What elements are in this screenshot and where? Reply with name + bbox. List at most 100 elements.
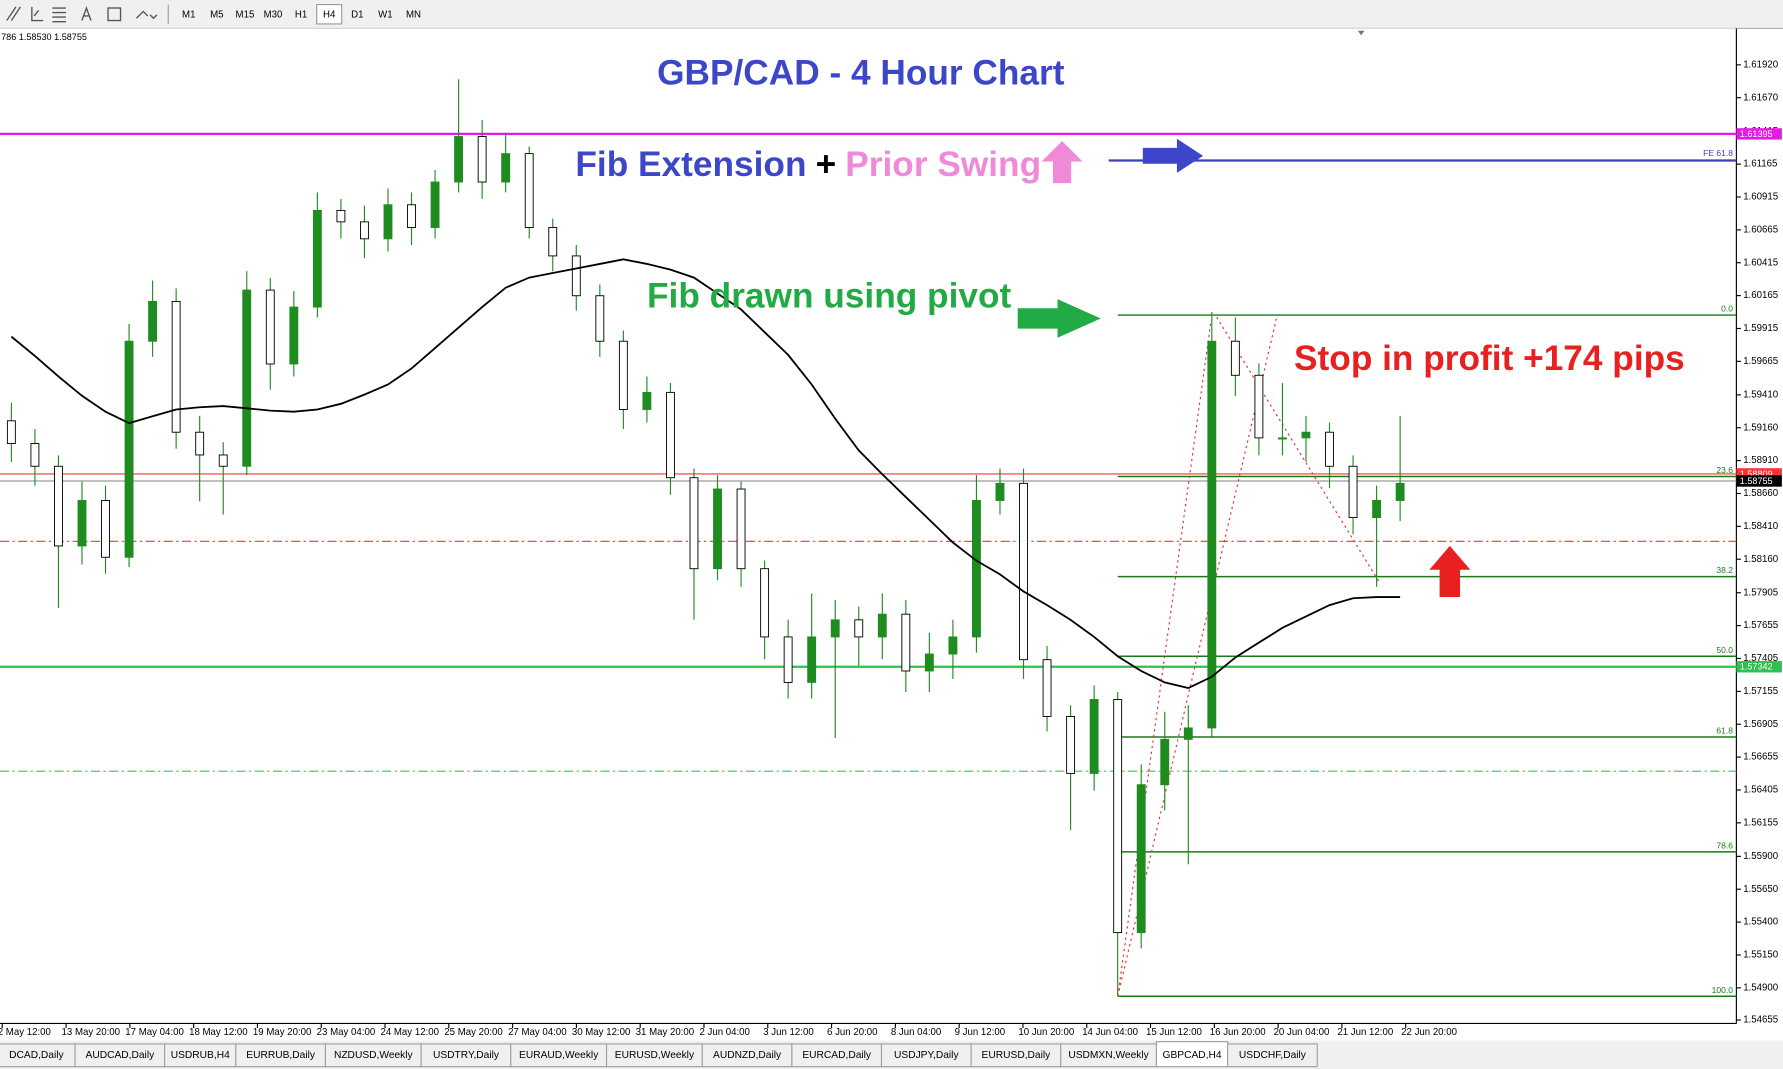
- y-tick-label: 1.58410: [1743, 521, 1778, 532]
- candle-body: [360, 221, 369, 240]
- tab-label[interactable]: AUDCAD,Daily: [86, 1050, 156, 1061]
- timeframe-button[interactable]: M30: [264, 9, 283, 20]
- tab-label[interactable]: USDTRY,Daily: [433, 1050, 500, 1061]
- toolbar: [0, 0, 1783, 29]
- tab-label[interactable]: USDRUB,H4: [171, 1050, 230, 1061]
- candle-body: [1325, 431, 1334, 467]
- price-box-label: 1.58809: [1740, 469, 1773, 479]
- candle-body: [830, 619, 840, 638]
- timeframe-button[interactable]: D1: [351, 9, 363, 20]
- timeframe-button[interactable]: H4: [323, 9, 336, 20]
- tab-label[interactable]: EURCAD,Daily: [802, 1050, 872, 1061]
- y-tick-label: 1.55150: [1743, 950, 1778, 961]
- tab-label[interactable]: USDJPY,Daily: [894, 1050, 959, 1061]
- timeframe-button[interactable]: M15: [236, 9, 255, 20]
- candle-body: [54, 465, 63, 547]
- candle-body: [854, 619, 864, 638]
- y-tick-label: 1.60165: [1743, 290, 1778, 301]
- candle-body: [571, 255, 581, 297]
- price-box-label: 1.61395: [1740, 129, 1773, 139]
- tab-label[interactable]: EURAUD,Weekly: [519, 1050, 599, 1061]
- candle-body: [454, 136, 464, 183]
- candle-body: [548, 227, 558, 257]
- fib-label: 100.0: [1712, 985, 1734, 995]
- price-box: [1736, 468, 1782, 480]
- plot-area: [0, 28, 1737, 1024]
- x-tick-label: 17 May 04:00: [125, 1027, 184, 1038]
- y-tick-label: 1.57405: [1743, 653, 1778, 664]
- x-tick-label: 6 Jun 20:00: [827, 1027, 877, 1038]
- x-tick-label: 31 May 20:00: [636, 1027, 695, 1038]
- icon-text: [81, 6, 92, 21]
- price-box: [1736, 128, 1782, 140]
- y-tick-label: 1.59160: [1743, 422, 1778, 433]
- active-tab[interactable]: [1155, 1041, 1229, 1068]
- timeframe-button[interactable]: M1: [182, 9, 195, 20]
- candle-body: [1160, 738, 1170, 786]
- tab-label[interactable]: EURRUB,Daily: [246, 1050, 316, 1061]
- y-tick-label: 1.61670: [1743, 92, 1778, 103]
- y-tick-label: 1.55400: [1743, 917, 1778, 928]
- y-tick-label: 1.57655: [1743, 620, 1778, 631]
- candle-body: [195, 431, 205, 456]
- candle-body: [6, 420, 16, 444]
- x-tick-label: 8 Jun 04:00: [891, 1027, 941, 1038]
- candle-body: [595, 295, 605, 342]
- x-tick-label: 21 Jun 12:00: [1337, 1027, 1393, 1038]
- green-right-arrow: [1017, 299, 1101, 338]
- candle-body: [524, 153, 534, 228]
- candle-body: [1230, 340, 1240, 376]
- tab-label[interactable]: EURUSD,Daily: [982, 1050, 1052, 1061]
- candle-body: [265, 289, 275, 365]
- candle-body: [1301, 431, 1311, 439]
- shift-marker: [1357, 30, 1365, 36]
- y-tick-label: 1.61165: [1743, 159, 1777, 170]
- tab-label[interactable]: EURUSD,Weekly: [615, 1050, 695, 1061]
- toolbar-icons: [6, 4, 169, 24]
- candle-body: [1089, 699, 1099, 774]
- price-box-label: 1.58755: [1740, 476, 1773, 486]
- y-tick-label: 1.59665: [1743, 356, 1778, 367]
- trendline: [1117, 316, 1278, 997]
- timeframe-button[interactable]: M5: [210, 9, 223, 20]
- y-tick-label: 1.55650: [1743, 884, 1778, 895]
- y-tick-label: 1.56405: [1743, 785, 1778, 796]
- candle-body: [1395, 482, 1405, 501]
- y-tick-label: 1.56655: [1743, 752, 1778, 763]
- tab-label[interactable]: NZDUSD,Weekly: [334, 1050, 414, 1061]
- candle-body: [101, 499, 110, 558]
- tab-label[interactable]: USDMXN,Weekly: [1068, 1050, 1149, 1061]
- candle-body: [713, 488, 722, 570]
- tab-label[interactable]: DCAD,Daily: [9, 1050, 64, 1061]
- x-tick-label: 24 May 12:00: [380, 1027, 439, 1038]
- y-tick-label: 1.60915: [1743, 192, 1778, 203]
- tab-label[interactable]: GBPCAD,H4: [1163, 1050, 1222, 1061]
- candle-body: [807, 636, 817, 683]
- icon-label: [107, 7, 122, 22]
- plus: +: [816, 146, 837, 185]
- tab-label[interactable]: USDCHF,Daily: [1239, 1050, 1307, 1061]
- timeframe-button[interactable]: MN: [406, 9, 421, 20]
- tab[interactable]: [1227, 1043, 1318, 1068]
- moving-average: [10, 258, 1401, 690]
- arrows: [1017, 138, 1471, 598]
- candle-body: [336, 209, 346, 223]
- pink-up-arrow: [1041, 141, 1083, 184]
- fib-extension-note: Fib Extension + Prior Swing: [575, 146, 1041, 185]
- candle-body: [430, 181, 440, 228]
- x-tick-label: 22 Jun 20:00: [1401, 1027, 1457, 1038]
- x-tick-label: 15 Jun 12:00: [1146, 1027, 1202, 1038]
- fib-label: 23.6: [1716, 465, 1733, 475]
- ticks: 1.619201.616701.614151.611651.609151.606…: [0, 59, 1778, 1038]
- candle-body: [501, 153, 511, 183]
- fe-label: FE 61.8: [1703, 148, 1733, 158]
- timeframe-button[interactable]: H1: [295, 9, 307, 20]
- candle-body: [312, 209, 322, 308]
- tab-label[interactable]: AUDNZD,Daily: [713, 1050, 782, 1061]
- chart-title: GBP/CAD - 4 Hour Chart: [657, 53, 1065, 92]
- timeframe-button[interactable]: W1: [378, 9, 392, 20]
- y-tick-label: 1.54655: [1743, 1015, 1778, 1026]
- candle-body: [242, 289, 252, 467]
